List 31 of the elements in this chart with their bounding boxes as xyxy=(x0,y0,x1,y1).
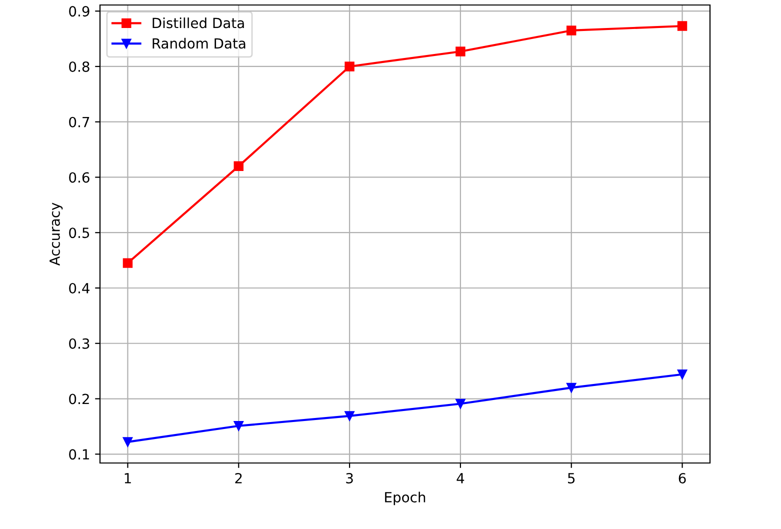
y-tick-label: 0.7 xyxy=(69,116,90,128)
point xyxy=(456,46,466,56)
y-tick-label: 0.8 xyxy=(69,61,90,72)
y-tick-label: 0.4 xyxy=(69,282,90,294)
y-tick-label: 0.5 xyxy=(69,228,90,238)
y-tick-label: 0.3 xyxy=(69,338,90,349)
point xyxy=(566,382,576,393)
point xyxy=(234,421,244,431)
point xyxy=(344,411,354,421)
point xyxy=(566,26,576,36)
legend-label: Random Data xyxy=(152,38,246,49)
x-tick-label: 4 xyxy=(456,473,464,484)
x-tick-label: 3 xyxy=(346,472,353,484)
point xyxy=(677,370,688,380)
point xyxy=(456,398,466,409)
y-tick-label: 0.2 xyxy=(69,394,89,404)
y-tick-label: 0.6 xyxy=(69,172,90,183)
y-axis-title: Accuracy xyxy=(50,202,63,266)
x-tick-label: 1 xyxy=(124,473,131,484)
x-axis-title: Epoch xyxy=(385,492,426,506)
x-tick-label: 5 xyxy=(568,473,575,484)
y-tick-label: 0.9 xyxy=(69,6,90,17)
point xyxy=(677,21,688,31)
y-tick-label: 0.1 xyxy=(69,449,89,460)
point xyxy=(122,258,133,268)
point xyxy=(344,62,354,72)
point xyxy=(234,161,244,172)
x-tick-label: 2 xyxy=(235,472,242,484)
point xyxy=(122,437,133,447)
x-tick-label: 6 xyxy=(678,472,686,484)
legend-label: Distilled Data xyxy=(152,18,244,28)
